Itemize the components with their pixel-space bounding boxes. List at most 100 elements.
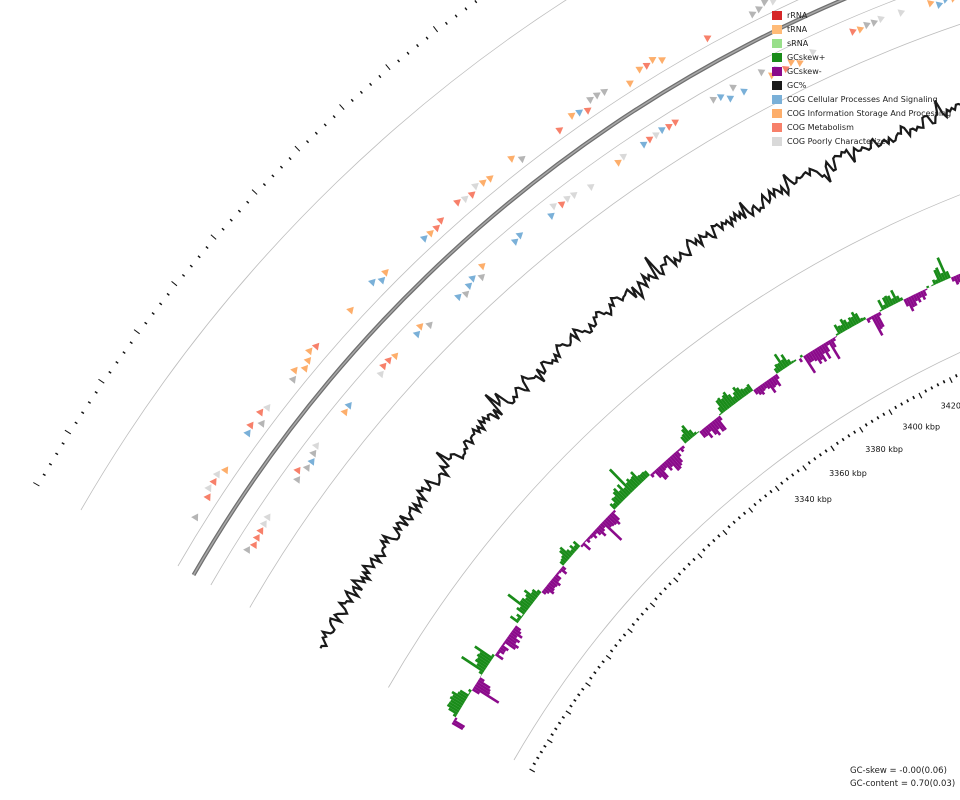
outer-tick bbox=[48, 462, 53, 466]
gc-skew-bar bbox=[516, 613, 523, 620]
inner-tick bbox=[722, 529, 728, 536]
gc-skew-bar bbox=[859, 317, 864, 322]
kbp-label: 3400 kbp bbox=[902, 423, 940, 432]
gc-skew-bar bbox=[805, 353, 813, 363]
gc-skew-bar bbox=[735, 387, 745, 399]
gc-skew-bar bbox=[655, 467, 668, 481]
gc-skew-bar bbox=[612, 509, 617, 514]
gene-arrow bbox=[307, 458, 315, 466]
inner-tick bbox=[609, 649, 614, 653]
inner-tick bbox=[764, 494, 768, 498]
gc-skew-bar bbox=[452, 694, 465, 704]
gene-arrow bbox=[346, 306, 354, 315]
gc-skew-bar bbox=[509, 615, 520, 624]
gc-skew-bar bbox=[629, 478, 639, 488]
gene-arrow bbox=[290, 366, 298, 375]
inner-tick bbox=[835, 441, 839, 446]
gene-arrow bbox=[293, 466, 301, 475]
legend-label: GCskew- bbox=[787, 66, 822, 76]
gc-skew-bar bbox=[598, 524, 606, 532]
gc-skew-bar bbox=[536, 589, 542, 595]
gc-skew-bar bbox=[468, 691, 471, 695]
outer-tick bbox=[454, 14, 458, 18]
gc-skew-bar bbox=[839, 318, 848, 331]
gc-skew-bar bbox=[474, 645, 494, 660]
outer-tick bbox=[151, 312, 155, 315]
gene-arrow bbox=[796, 59, 804, 68]
gc-skew-bar bbox=[877, 299, 885, 311]
gc-skew-bar bbox=[556, 571, 560, 576]
gc-skew-bar bbox=[519, 599, 531, 609]
gc-skew-bar bbox=[524, 597, 534, 605]
gc-skew-bar bbox=[496, 650, 501, 655]
legend-swatch bbox=[772, 122, 782, 132]
gene-arrow bbox=[249, 541, 257, 550]
gene-arrow bbox=[586, 96, 594, 104]
gc-skew-bar bbox=[936, 257, 949, 280]
guide-ring bbox=[210, 0, 897, 586]
gc-skew-bar bbox=[681, 424, 694, 439]
gene-arrow bbox=[419, 235, 428, 243]
gc-skew-bar bbox=[866, 317, 871, 324]
gene-arrow bbox=[926, 0, 935, 8]
gc-skew-bar bbox=[763, 381, 771, 390]
outer-tick bbox=[144, 321, 148, 325]
gc-skew-bar bbox=[835, 333, 839, 336]
outer-tick bbox=[159, 302, 163, 306]
legend-item-gc-percent: GC% bbox=[772, 78, 951, 92]
inner-tick bbox=[622, 633, 627, 637]
legend-swatch bbox=[772, 24, 782, 34]
legend-item-trna: tRNA bbox=[772, 22, 951, 36]
gene-arrow bbox=[870, 19, 879, 27]
gene-arrow bbox=[477, 273, 485, 282]
gc-skew-bar bbox=[512, 627, 522, 635]
gene-arrow bbox=[703, 35, 712, 43]
inner-tick bbox=[687, 562, 691, 566]
outer-tick bbox=[332, 115, 336, 119]
gene-arrow bbox=[425, 321, 433, 330]
gene-arrow bbox=[635, 66, 644, 74]
gene-arrow bbox=[619, 153, 628, 161]
gc-skew-bar bbox=[507, 593, 529, 611]
gc-skew-bar bbox=[521, 614, 524, 617]
gc-skew-bar bbox=[609, 503, 617, 510]
guide-ring bbox=[177, 0, 799, 567]
gc-skew-bar bbox=[744, 386, 752, 394]
inner-tick bbox=[601, 660, 605, 664]
outer-tick bbox=[416, 44, 420, 48]
gc-skew-bar bbox=[523, 589, 537, 601]
gc-skew-bar bbox=[661, 462, 668, 469]
gene-arrow bbox=[379, 362, 387, 371]
gc-skew-bar bbox=[854, 312, 862, 323]
gene-arrow bbox=[384, 357, 392, 365]
inner-tick bbox=[954, 374, 958, 378]
gc-skew-bar bbox=[451, 690, 467, 702]
outer-tick bbox=[210, 234, 217, 240]
inner-tick bbox=[742, 511, 747, 515]
gc-skew-bar bbox=[476, 681, 491, 693]
inner-tick bbox=[550, 733, 554, 737]
gc-skew-bar bbox=[790, 360, 795, 364]
gc-skew-bar bbox=[659, 464, 667, 472]
gc-skew-bar bbox=[519, 606, 528, 613]
inner-tick bbox=[663, 587, 667, 591]
gc-skew-bar bbox=[516, 623, 518, 626]
outer-tick bbox=[323, 123, 327, 127]
outer-tick-ring bbox=[33, 0, 478, 487]
legend-swatch bbox=[772, 108, 782, 118]
gc-skew-bar bbox=[505, 638, 520, 649]
gc-skew-bar bbox=[926, 285, 930, 289]
gc-skew-bar bbox=[451, 721, 464, 731]
gc-skew-bar bbox=[709, 421, 722, 436]
gene-arrow bbox=[467, 191, 476, 199]
gene-arrow bbox=[477, 262, 486, 271]
inner-tick bbox=[906, 399, 910, 403]
kbp-label: 3340 kbp bbox=[794, 495, 832, 504]
gc-skew-bar bbox=[477, 679, 491, 690]
gene-arrow bbox=[648, 57, 657, 64]
inner-tick bbox=[753, 502, 757, 507]
inner-tick bbox=[930, 386, 934, 390]
inner-tick bbox=[900, 402, 904, 406]
outer-tick bbox=[64, 429, 72, 435]
gc-skew-bar bbox=[592, 530, 598, 535]
